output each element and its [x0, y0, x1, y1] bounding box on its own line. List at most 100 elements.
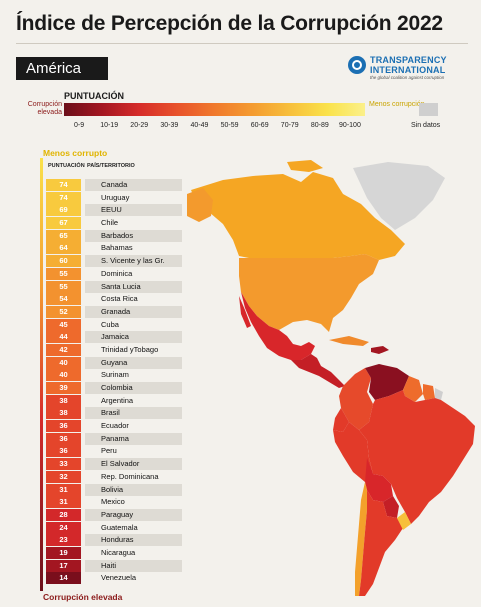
legend-title: PUNTUACIÓN [64, 91, 124, 101]
table-row: 38 Argentina [46, 394, 182, 408]
page-title: Índice de Percepción de la Corrupción 20… [16, 12, 443, 35]
country-cell: El Salvador [85, 458, 182, 471]
score-cell: 23 [46, 534, 81, 547]
map-french-guiana [435, 388, 443, 400]
score-cell: 42 [46, 343, 81, 356]
country-cell: Jamaica [85, 331, 182, 344]
table-row: 42 Trinidad yTobago [46, 343, 182, 357]
region-label: América [16, 57, 108, 80]
score-cell: 14 [46, 572, 81, 585]
ranking-gradient-bar [40, 158, 43, 591]
map-venezuela [365, 364, 409, 400]
country-cell: Rep. Dominicana [101, 471, 159, 481]
logo-tagline: the global coalition against corruption [370, 75, 445, 80]
score-cell: 55 [46, 280, 81, 293]
table-row: 17 Haiti [46, 559, 182, 573]
score-cell: 44 [46, 331, 81, 344]
country-cell: Dominica [101, 268, 133, 278]
score-cell: 40 [46, 369, 81, 382]
logo-line1: TRANSPARENCY [370, 55, 447, 65]
country-cell: Honduras [85, 534, 182, 547]
legend-tick-label: 20-29 [130, 122, 149, 129]
legend-gradient-bar [64, 103, 365, 116]
map-guyana [403, 376, 423, 402]
score-cell: 38 [46, 407, 81, 420]
table-row: 65 Barbados [46, 229, 182, 243]
no-data-swatch [419, 103, 438, 116]
score-cell: 19 [46, 546, 81, 559]
table-row: 24 Guatemala [46, 521, 182, 535]
legend-right-label: Menos corrupción [369, 101, 425, 108]
score-cell: 36 [46, 432, 81, 445]
legend-tick-label: 0-9 [73, 122, 85, 129]
legend-tick-label: 30-39 [160, 122, 179, 129]
country-cell: Nicaragua [101, 547, 136, 557]
score-cell: 24 [46, 521, 81, 534]
country-cell: Mexico [101, 497, 125, 507]
legend-tick-label: 70-79 [280, 122, 299, 129]
map-cuba [329, 336, 369, 346]
score-cell: 74 [46, 191, 81, 204]
country-cell: Barbados [85, 229, 182, 242]
country-cell: Cuba [101, 319, 119, 329]
map-brazil [359, 390, 475, 524]
title-divider [16, 43, 468, 44]
map-colombia [339, 368, 373, 430]
score-cell: 36 [46, 420, 81, 433]
map-canada [191, 172, 405, 260]
country-cell: Surinam [101, 370, 129, 380]
score-cell: 74 [46, 179, 81, 191]
transparency-international-logo: TRANSPARENCY INTERNATIONAL the global co… [348, 55, 458, 83]
country-cell: Guyana [85, 356, 182, 369]
score-cell: 17 [46, 559, 81, 572]
legend-left-label: Corrupción elevada [27, 101, 62, 116]
country-cell: Granada [85, 305, 182, 318]
score-cell: 28 [46, 508, 81, 521]
table-bottom-label: Corrupción elevada [43, 592, 123, 602]
country-cell: Santa Lucia [85, 280, 182, 293]
table-row: 52 Granada [46, 305, 182, 319]
map-uruguay [397, 512, 411, 530]
map-central-america [291, 354, 345, 388]
score-cell: 52 [46, 305, 81, 318]
americas-map [187, 160, 475, 596]
map-canada-islands [287, 160, 323, 172]
country-cell: Colombia [85, 382, 182, 394]
country-cell: Haiti [85, 559, 182, 572]
score-cell: 33 [46, 458, 81, 471]
legend-tick-label: 90-100 [339, 122, 361, 129]
country-cell: EEUU [85, 204, 182, 217]
country-cell: Brasil [85, 407, 182, 420]
table-row: 40 Surinam [46, 369, 182, 382]
map-bolivia [365, 458, 393, 502]
table-row: 31 Mexico [46, 496, 182, 509]
score-cell: 39 [46, 382, 81, 394]
country-cell: Chile [101, 218, 119, 228]
table-row: 39 Colombia [46, 382, 182, 395]
country-cell: Paraguay [85, 508, 182, 521]
table-row: 54 Costa Rica [46, 293, 182, 306]
country-cell: Venezuela [101, 573, 137, 583]
table-row: 64 Bahamas [46, 242, 182, 255]
map-mexico [241, 292, 315, 360]
score-cell: 32 [46, 470, 81, 483]
score-cell: 67 [46, 217, 81, 230]
globe-icon [348, 56, 366, 74]
legend-tick-label: 10-19 [100, 122, 119, 129]
country-cell: Ecuador [101, 421, 129, 431]
table-row: 23 Honduras [46, 534, 182, 547]
column-header-score: PUNTUACIÓN [48, 163, 85, 169]
map-usa [239, 254, 379, 332]
score-cell: 45 [46, 318, 81, 331]
country-cell: Peru [101, 446, 117, 456]
table-row: 67 Chile [46, 217, 182, 230]
score-cell: 31 [46, 496, 81, 509]
country-cell: Uruguay [101, 192, 130, 202]
map-peru [333, 422, 373, 482]
country-cell: Argentina [101, 395, 134, 405]
country-cell: Guatemala [101, 522, 138, 532]
score-cell: 38 [46, 394, 81, 407]
score-cell: 55 [46, 267, 81, 280]
logo-line2: INTERNATIONAL [370, 65, 446, 75]
legend-tick-label: 60-69 [250, 122, 269, 129]
